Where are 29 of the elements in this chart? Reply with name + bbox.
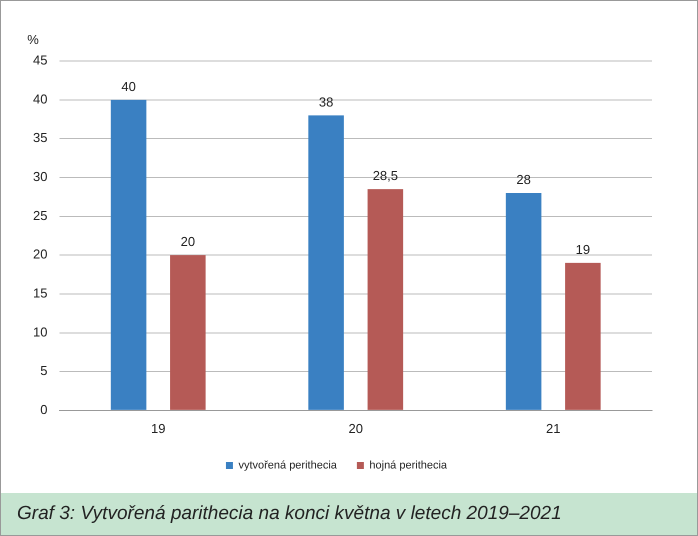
data-label: 28 (516, 172, 531, 188)
legend-label: vytvořená perithecia (238, 460, 338, 472)
bar (170, 255, 206, 410)
y-tick-label: 40 (32, 91, 48, 106)
data-label: 28,5 (372, 168, 398, 184)
data-label: 40 (121, 78, 136, 94)
data-label: 38 (318, 94, 334, 110)
y-tick-label: 30 (32, 169, 48, 184)
x-tick-label: 21 (546, 420, 560, 436)
data-label: 20 (180, 234, 196, 250)
y-tick-label: 10 (32, 324, 48, 340)
y-axis-title: % (27, 32, 40, 48)
x-tick-label: 19 (150, 420, 166, 436)
data-label: 19 (576, 242, 590, 257)
bar (506, 192, 542, 410)
y-tick-label: 20 (32, 246, 48, 262)
y-tick-label: 0 (40, 402, 48, 417)
bar (110, 100, 146, 410)
bar (565, 262, 601, 410)
x-tick-label: 20 (348, 420, 363, 436)
legend-label: hojná perithecia (369, 460, 448, 472)
y-tick-label: 5 (40, 363, 48, 378)
y-tick-label: 15 (32, 286, 48, 301)
text: Graf 3: Vytvořená parithecia na konci května v letech 2019–2021 (1, 493, 697, 535)
y-tick-label: 35 (32, 130, 48, 146)
y-tick-label: 25 (32, 208, 48, 223)
bar (308, 115, 344, 410)
y-tick-label: 45 (32, 52, 48, 68)
bar (368, 189, 404, 410)
